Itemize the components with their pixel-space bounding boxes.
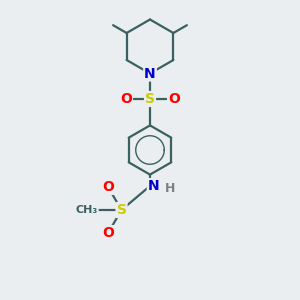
Text: S: S <box>116 203 127 217</box>
Text: N: N <box>148 179 159 193</box>
Text: O: O <box>120 92 132 106</box>
Text: N: N <box>144 67 156 80</box>
Text: O: O <box>102 180 114 194</box>
Text: O: O <box>102 226 114 240</box>
Text: CH₃: CH₃ <box>76 205 98 215</box>
Text: S: S <box>145 92 155 106</box>
Text: H: H <box>165 182 176 195</box>
Text: O: O <box>168 92 180 106</box>
